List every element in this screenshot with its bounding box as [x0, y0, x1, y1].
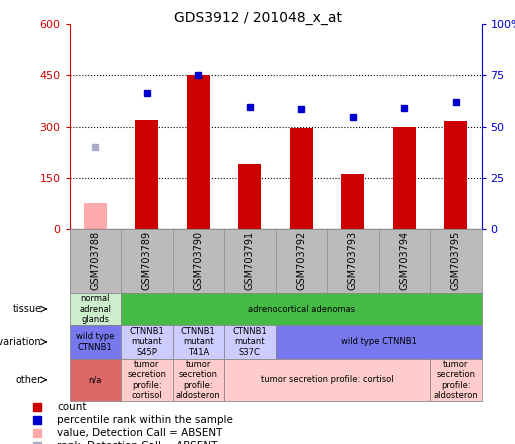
- Bar: [83, 203, 107, 229]
- Bar: [70, 359, 121, 401]
- Text: CTNNB1
mutant
S37C: CTNNB1 mutant S37C: [232, 327, 267, 357]
- Bar: [173, 325, 224, 359]
- Text: GSM703793: GSM703793: [348, 230, 358, 290]
- Text: rank, Detection Call = ABSENT: rank, Detection Call = ABSENT: [57, 440, 218, 444]
- Text: GSM703795: GSM703795: [451, 230, 461, 290]
- Text: tumor
secretion
profile:
aldosteron: tumor secretion profile: aldosteron: [434, 360, 478, 400]
- Bar: [224, 359, 430, 401]
- Text: n/a: n/a: [89, 375, 102, 385]
- Bar: [224, 325, 276, 359]
- Text: value, Detection Call = ABSENT: value, Detection Call = ABSENT: [57, 428, 222, 438]
- Bar: [289, 128, 313, 229]
- Bar: [430, 359, 482, 401]
- Text: GSM703791: GSM703791: [245, 230, 255, 290]
- Text: adrenocortical adenomas: adrenocortical adenomas: [248, 305, 355, 313]
- Text: tumor
secretion
profile:
aldosteron: tumor secretion profile: aldosteron: [176, 360, 220, 400]
- Bar: [173, 359, 224, 401]
- Text: GDS3912 / 201048_x_at: GDS3912 / 201048_x_at: [174, 11, 341, 25]
- Text: percentile rank within the sample: percentile rank within the sample: [57, 415, 233, 425]
- Bar: [70, 325, 121, 359]
- Bar: [70, 293, 121, 325]
- Text: wild type
CTNNB1: wild type CTNNB1: [76, 332, 114, 352]
- Text: normal
adrenal
glands: normal adrenal glands: [79, 294, 111, 324]
- Text: GSM703788: GSM703788: [90, 230, 100, 290]
- Bar: [186, 75, 210, 229]
- Text: wild type CTNNB1: wild type CTNNB1: [340, 337, 417, 346]
- Bar: [121, 325, 173, 359]
- Text: tumor
secretion
profile:
cortisol: tumor secretion profile: cortisol: [127, 360, 166, 400]
- Text: CTNNB1
mutant
T41A: CTNNB1 mutant T41A: [181, 327, 216, 357]
- Bar: [135, 120, 159, 229]
- Text: tumor secretion profile: cortisol: tumor secretion profile: cortisol: [261, 375, 393, 385]
- Bar: [121, 293, 482, 325]
- Text: CTNNB1
mutant
S45P: CTNNB1 mutant S45P: [129, 327, 164, 357]
- Bar: [444, 122, 468, 229]
- Bar: [341, 174, 365, 229]
- Bar: [392, 127, 416, 229]
- Text: genotype/variation: genotype/variation: [0, 337, 42, 347]
- Bar: [121, 359, 173, 401]
- Bar: [276, 325, 482, 359]
- Text: GSM703792: GSM703792: [296, 230, 306, 290]
- Bar: [238, 164, 261, 229]
- Text: other: other: [15, 375, 42, 385]
- Text: count: count: [57, 402, 87, 412]
- Text: GSM703789: GSM703789: [142, 230, 152, 290]
- Text: GSM703794: GSM703794: [399, 230, 409, 290]
- Text: tissue: tissue: [12, 304, 42, 314]
- Text: GSM703790: GSM703790: [193, 230, 203, 290]
